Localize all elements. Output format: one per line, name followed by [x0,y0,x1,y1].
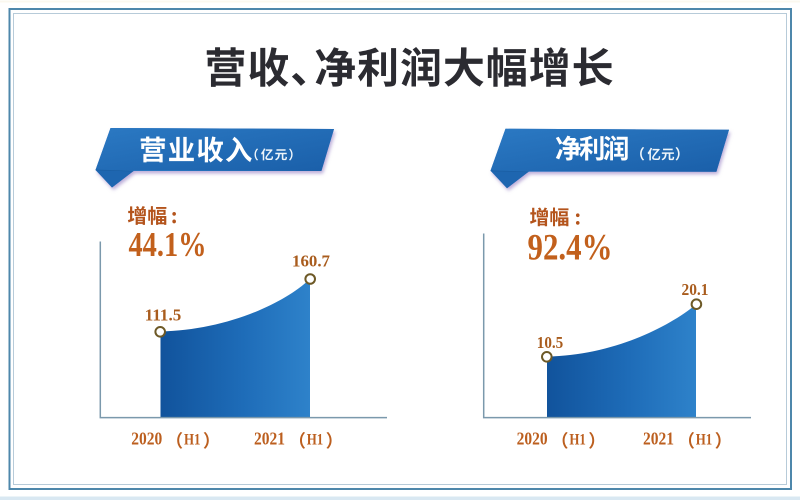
svg-text:111.5: 111.5 [145,306,182,325]
svg-text:2020: 2020 [131,429,162,449]
svg-text:H1: H1 [569,432,586,449]
svg-text:160.7: 160.7 [292,252,330,271]
svg-text:92.4%: 92.4% [528,228,613,269]
svg-text:20.1: 20.1 [682,280,709,299]
svg-text:2021: 2021 [254,429,285,449]
svg-text:2021: 2021 [643,429,674,449]
svg-text:44.1%: 44.1% [129,225,207,264]
svg-text:2020: 2020 [517,429,548,449]
svg-text:10.5: 10.5 [537,333,564,352]
svg-text:H1: H1 [184,432,201,449]
svg-text:H1: H1 [696,432,713,449]
svg-text:H1: H1 [307,432,324,449]
